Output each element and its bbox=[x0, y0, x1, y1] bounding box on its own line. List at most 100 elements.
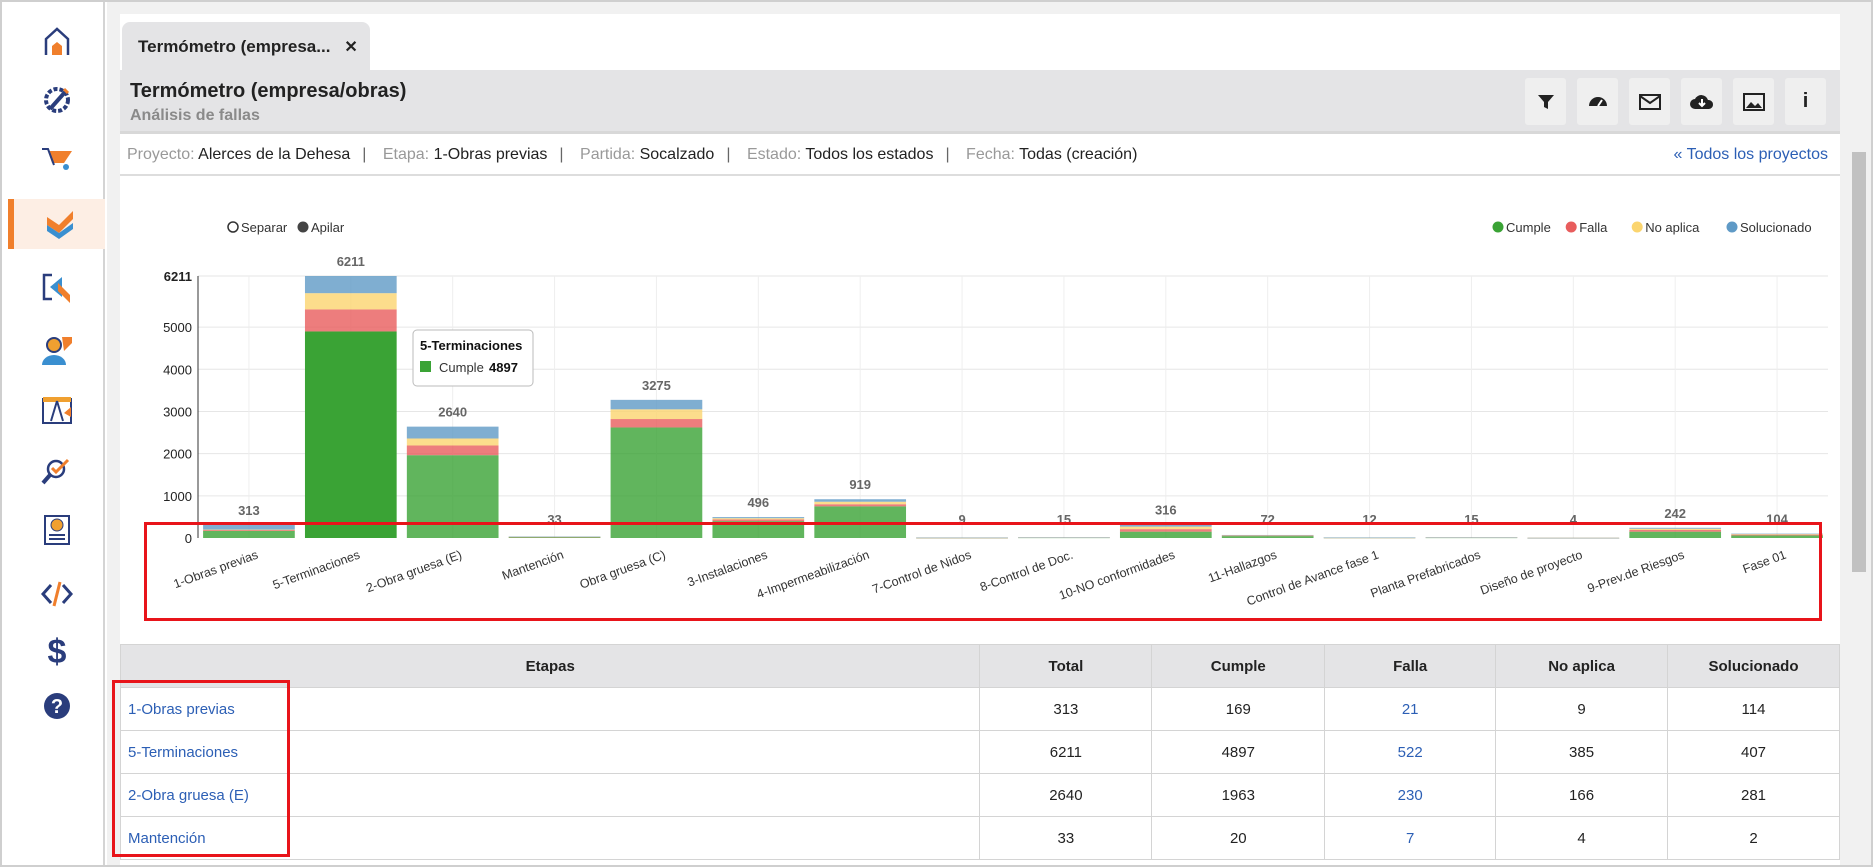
bar-segment-solucionado[interactable] bbox=[1221, 534, 1314, 536]
apilar-label[interactable]: Apilar bbox=[311, 220, 345, 235]
legend-label[interactable]: Falla bbox=[1579, 220, 1608, 235]
cell-falla[interactable]: 7 bbox=[1324, 816, 1497, 860]
bar-segment-cumple[interactable] bbox=[508, 537, 601, 538]
cell-falla[interactable]: 522 bbox=[1324, 730, 1497, 774]
bar-segment-cumple[interactable] bbox=[1119, 531, 1212, 538]
dashboard-button[interactable] bbox=[1577, 78, 1618, 125]
bar-segment-solucionado[interactable] bbox=[814, 499, 907, 502]
tab-label: Termómetro (empresa... bbox=[138, 37, 331, 56]
etapa-link[interactable]: 1-Obras previas bbox=[119, 687, 981, 731]
etapa-link[interactable]: 5-Terminaciones bbox=[119, 730, 981, 774]
bar-segment-falla[interactable] bbox=[1629, 529, 1722, 532]
filter-button[interactable] bbox=[1525, 78, 1566, 125]
bar-segment-solucionado[interactable] bbox=[1629, 527, 1722, 529]
bar-segment-cumple[interactable] bbox=[610, 427, 703, 538]
bar-segment-falla[interactable] bbox=[610, 419, 703, 428]
bar-segment-cumple[interactable] bbox=[203, 530, 295, 538]
bar-segment-cumple[interactable] bbox=[1629, 531, 1722, 538]
legend-marker[interactable] bbox=[1492, 221, 1504, 233]
bar-segment-solucionado[interactable] bbox=[203, 524, 295, 530]
bar-segment-solucionado[interactable] bbox=[1425, 537, 1518, 538]
column-header[interactable]: Cumple bbox=[1151, 644, 1326, 688]
sidebar-item-transfer[interactable] bbox=[8, 263, 105, 313]
bar-segment-solucionado[interactable] bbox=[1119, 524, 1212, 527]
all-projects-link[interactable]: « Todos los proyectos bbox=[1673, 146, 1828, 163]
bar-segment-solucionado[interactable] bbox=[610, 399, 703, 410]
etapa-link[interactable]: Mantención bbox=[119, 816, 981, 860]
bar-segment-no-aplica[interactable] bbox=[1119, 526, 1212, 530]
cell-solucionado: 281 bbox=[1667, 773, 1840, 817]
bar-segment-falla[interactable] bbox=[203, 529, 295, 531]
sidebar-item-gear-pencil[interactable] bbox=[8, 75, 105, 125]
bar-segment-no-aplica[interactable] bbox=[814, 501, 907, 505]
bar-segment-falla[interactable] bbox=[814, 504, 907, 507]
sidebar-item-wheelbarrow[interactable] bbox=[8, 133, 105, 183]
bar-segment-falla[interactable] bbox=[1731, 534, 1823, 536]
sidebar-item-home[interactable] bbox=[8, 17, 105, 67]
legend-marker[interactable] bbox=[1726, 221, 1738, 233]
legend-marker[interactable] bbox=[1565, 221, 1577, 233]
bar-segment-falla[interactable] bbox=[712, 519, 805, 522]
bar-segment-cumple[interactable] bbox=[814, 506, 907, 538]
image-button[interactable] bbox=[1733, 78, 1774, 125]
bar-segment-solucionado[interactable] bbox=[1018, 537, 1110, 538]
scrollbar-thumb[interactable] bbox=[1852, 152, 1866, 572]
bar-segment-solucionado[interactable] bbox=[508, 536, 601, 538]
bar-segment-falla[interactable] bbox=[406, 445, 499, 456]
bar-segment-no-aplica[interactable] bbox=[304, 293, 397, 310]
bar-segment-solucionado[interactable] bbox=[304, 276, 397, 294]
cell-falla[interactable]: 21 bbox=[1324, 687, 1497, 731]
scrollbar[interactable] bbox=[1849, 2, 1869, 865]
bar-segment-no-aplica[interactable] bbox=[1731, 534, 1823, 535]
bar-segment-solucionado[interactable] bbox=[1731, 533, 1823, 535]
sidebar-item-blueprint[interactable] bbox=[8, 385, 105, 435]
bar-segment-solucionado[interactable] bbox=[406, 426, 499, 439]
apilar-radio[interactable] bbox=[297, 221, 309, 233]
sidebar-item-inspect[interactable] bbox=[8, 445, 105, 495]
separar-radio[interactable] bbox=[227, 221, 239, 233]
info-button[interactable]: i bbox=[1785, 78, 1826, 125]
sidebar-item-payment[interactable] bbox=[8, 505, 105, 555]
bar-segment-no-aplica[interactable] bbox=[1221, 535, 1314, 536]
bar-segment-no-aplica[interactable] bbox=[406, 438, 499, 446]
bar-segment-falla[interactable] bbox=[1119, 529, 1212, 532]
bar-segment-cumple[interactable] bbox=[712, 521, 805, 538]
legend-marker[interactable] bbox=[1631, 221, 1643, 233]
column-header[interactable]: Total bbox=[979, 644, 1153, 688]
bar-segment-falla[interactable] bbox=[304, 309, 397, 332]
bar-segment-no-aplica[interactable] bbox=[1629, 528, 1722, 530]
legend-label[interactable]: Solucionado bbox=[1740, 220, 1812, 235]
column-header[interactable]: Falla bbox=[1324, 644, 1497, 688]
download-button[interactable] bbox=[1681, 78, 1722, 125]
bar-segment-cumple[interactable] bbox=[406, 455, 499, 538]
bar-segment-solucionado[interactable] bbox=[916, 537, 1008, 539]
sidebar-item-dollar[interactable]: $ bbox=[8, 625, 105, 675]
column-header[interactable]: Etapas bbox=[119, 644, 981, 688]
proyecto-value: Alerces de la Dehesa bbox=[198, 146, 351, 163]
cell-falla[interactable]: 230 bbox=[1324, 773, 1497, 817]
sidebar-item-user[interactable] bbox=[8, 325, 105, 375]
table-row: 2-Obra gruesa (E) 2640 1963 230 166 281 bbox=[119, 773, 1840, 817]
sidebar-item-help[interactable]: ? bbox=[8, 681, 105, 731]
bar-segment-solucionado[interactable] bbox=[1323, 537, 1416, 538]
bar-segment-solucionado[interactable] bbox=[712, 517, 805, 519]
bar-segment-cumple[interactable] bbox=[1731, 535, 1823, 538]
bar-segment-cumple[interactable] bbox=[1221, 536, 1314, 538]
bar-segment-no-aplica[interactable] bbox=[712, 518, 805, 520]
column-header[interactable]: Solucionado bbox=[1667, 644, 1840, 688]
legend-label[interactable]: No aplica bbox=[1645, 220, 1700, 235]
bar-segment-solucionado[interactable] bbox=[1527, 537, 1620, 539]
sidebar-item-code[interactable] bbox=[8, 569, 105, 619]
etapa-link[interactable]: 2-Obra gruesa (E) bbox=[119, 773, 981, 817]
bar-segment-falla[interactable] bbox=[1221, 535, 1314, 537]
column-header[interactable]: No aplica bbox=[1495, 644, 1669, 688]
bar-segment-no-aplica[interactable] bbox=[203, 529, 295, 531]
email-button[interactable] bbox=[1629, 78, 1670, 125]
tab-termometro[interactable]: Termómetro (empresa... ✕ bbox=[122, 22, 370, 72]
sidebar-item-checks[interactable] bbox=[8, 199, 105, 249]
legend-label[interactable]: Cumple bbox=[1506, 220, 1551, 235]
close-icon[interactable]: ✕ bbox=[344, 39, 358, 56]
bar-segment-no-aplica[interactable] bbox=[610, 409, 703, 420]
separar-label[interactable]: Separar bbox=[241, 220, 288, 235]
bar-segment-cumple[interactable] bbox=[304, 331, 397, 538]
